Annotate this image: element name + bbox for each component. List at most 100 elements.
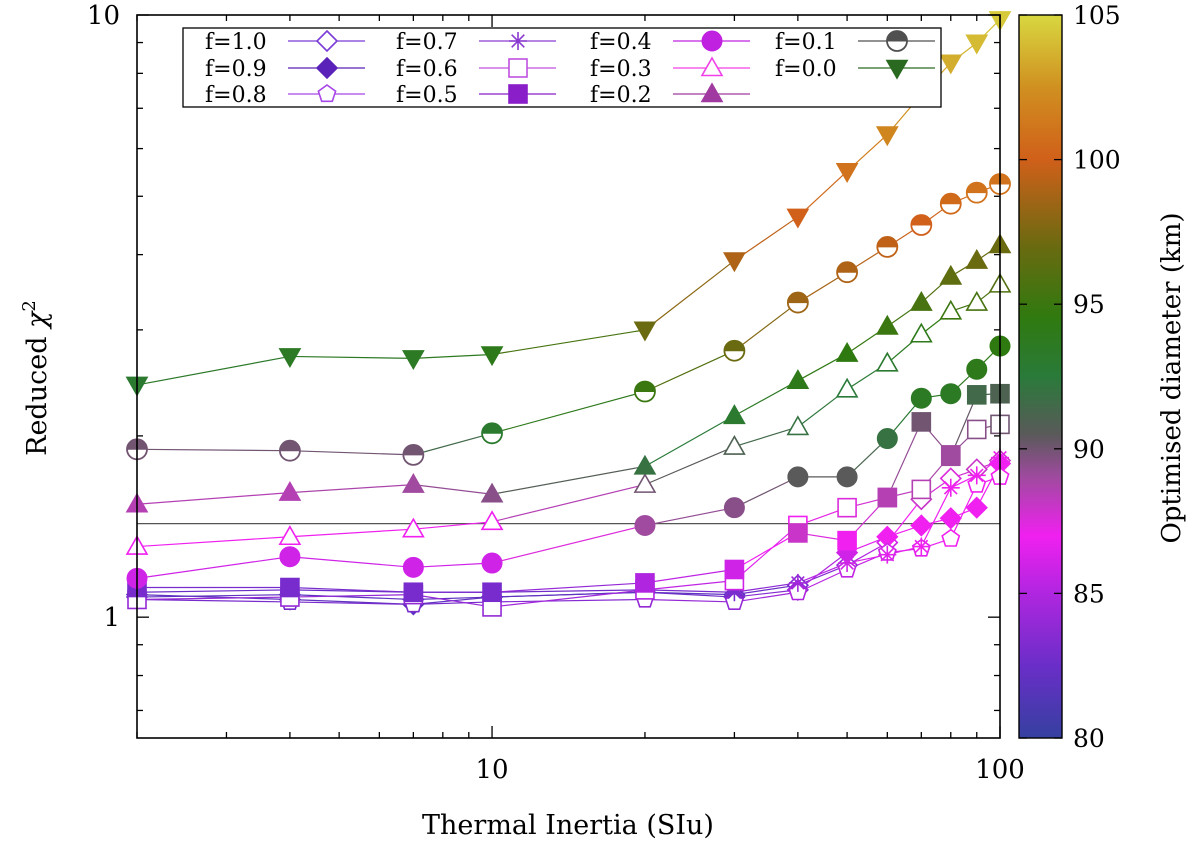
data-point — [634, 380, 656, 403]
series-line-segment — [491, 484, 646, 523]
data-point — [939, 54, 963, 75]
legend-marker — [315, 29, 339, 53]
data-point — [939, 507, 962, 530]
data-point — [788, 573, 807, 592]
y-axis-label-prefix: Reduced — [22, 328, 53, 456]
data-point — [941, 528, 961, 547]
series-line-segment — [950, 484, 978, 539]
legend-marker — [508, 84, 528, 104]
data-point — [482, 582, 502, 603]
series-line-segment — [644, 260, 735, 331]
data-point — [941, 478, 960, 497]
legend-marker — [700, 56, 724, 77]
series-line-segment — [289, 556, 414, 568]
data-point — [836, 466, 858, 488]
legend-label: f=0.8 — [205, 83, 267, 108]
series-line-segment — [413, 353, 493, 359]
series-line-segment — [289, 601, 414, 606]
plot-frame — [136, 14, 1001, 739]
series-line-segment — [413, 596, 493, 601]
legend-label: f=0.4 — [590, 30, 652, 55]
legend-label: f=0.0 — [775, 57, 837, 82]
series-line-segment — [734, 584, 798, 596]
colorbar — [1018, 14, 1063, 739]
data-point — [725, 583, 744, 602]
legend-label: f=0.9 — [205, 57, 267, 82]
series-line-segment — [136, 492, 290, 505]
data-point — [910, 214, 933, 236]
points-f=0.3 — [125, 272, 1012, 555]
series-line-segment — [491, 465, 646, 495]
legend-marker — [885, 59, 909, 80]
data-point — [909, 322, 933, 343]
data-point — [401, 473, 425, 493]
data-point — [481, 422, 503, 445]
data-point — [835, 341, 859, 362]
data-point — [939, 264, 963, 285]
data-point — [835, 163, 859, 183]
data-point — [838, 554, 857, 573]
data-point — [965, 496, 988, 519]
data-point — [837, 497, 857, 518]
series-line-segment — [644, 598, 735, 603]
data-point — [911, 412, 932, 432]
series-line-segment — [734, 532, 799, 571]
colorbar-tick-label: 85 — [1073, 579, 1105, 608]
series-line-segment — [136, 594, 290, 601]
legend-label: f=0.2 — [590, 83, 652, 108]
data-point — [723, 497, 745, 519]
series-line-segment — [734, 591, 798, 603]
series-line-segment — [491, 524, 646, 564]
colorbar-tick-label: 90 — [1073, 435, 1105, 464]
data-point — [480, 346, 504, 367]
points-f=0.2 — [125, 233, 1012, 513]
data-point — [402, 443, 425, 466]
data-point — [280, 577, 300, 598]
data-point — [875, 126, 899, 147]
legend-label: f=1.0 — [205, 30, 267, 55]
series-line-segment — [734, 302, 799, 352]
legend-entry: f=0.1 — [775, 30, 935, 55]
series-line-segment — [136, 589, 290, 593]
series-line-segment — [413, 484, 493, 495]
y-tick-label: 10 — [87, 1, 120, 31]
colorbar-label: Optimised diameter (km) — [1157, 212, 1187, 543]
series-line-segment — [289, 586, 414, 593]
series-line-segment — [136, 448, 290, 452]
legend-entry: f=0.7 — [396, 30, 556, 55]
legend-label: f=0.7 — [396, 30, 458, 55]
x-axis-label: Thermal Inertia (SIu) — [422, 810, 714, 841]
data-point — [876, 428, 898, 450]
series-line-segment — [492, 589, 645, 593]
data-point — [786, 291, 809, 314]
legend-label: f=0.1 — [775, 30, 837, 55]
points-f=0.1 — [126, 173, 1011, 466]
series-line-segment — [491, 329, 646, 356]
data-point — [278, 481, 302, 501]
points-f=0.0 — [125, 11, 1012, 397]
series-line-segment — [289, 355, 414, 359]
series-line-segment — [136, 594, 290, 598]
series-line-segment — [136, 556, 290, 579]
legend-marker — [700, 82, 724, 103]
y-tick-label: 1 — [103, 603, 120, 633]
legend-marker — [508, 58, 528, 78]
data-point — [401, 517, 425, 538]
data-point — [786, 415, 810, 436]
series-line-segment — [136, 355, 291, 386]
data-point — [787, 466, 809, 488]
legend-entry: f=0.2 — [590, 82, 750, 108]
data-point — [877, 487, 898, 508]
series-line-segment — [413, 521, 493, 530]
series-line-segment — [734, 582, 798, 593]
series-line-segment — [644, 580, 735, 591]
data-point — [279, 546, 301, 568]
data-point — [876, 235, 899, 258]
data-point — [940, 446, 961, 467]
data-point — [878, 545, 897, 564]
data-point — [786, 208, 810, 229]
colorbar-tick-label: 95 — [1073, 290, 1105, 319]
data-point — [278, 348, 302, 369]
data-point — [278, 525, 302, 546]
